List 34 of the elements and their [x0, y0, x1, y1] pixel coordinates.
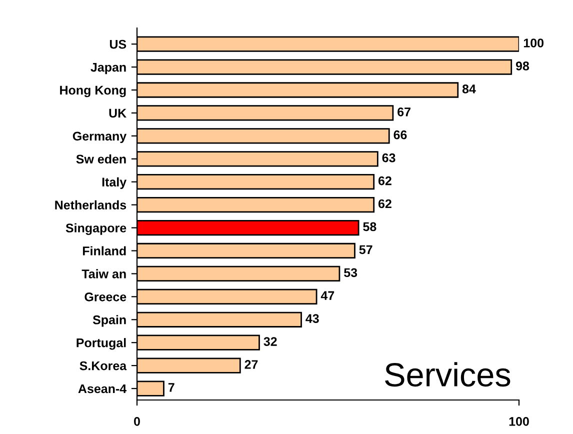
y-tick-label: Sw eden	[76, 154, 126, 164]
y-tick-label: Hong Kong	[60, 86, 126, 98]
y-tick-label: Finland	[82, 246, 126, 256]
data-label: 53	[344, 268, 358, 278]
y-tick-label: US	[110, 40, 126, 49]
y-tick-label: Asean-4	[78, 384, 127, 394]
data-label: 7	[168, 383, 174, 392]
data-label: 57	[359, 245, 372, 254]
y-tick-label: Italy	[102, 177, 127, 189]
data-label: 58	[363, 222, 376, 232]
y-tick-label: Spain	[92, 315, 126, 327]
y-tick-label: S.Korea	[80, 361, 127, 370]
data-label: 84	[462, 84, 476, 94]
data-label: 66	[394, 130, 407, 140]
y-tick-label: Singapore	[66, 223, 126, 235]
y-tick-label: Netherlands	[55, 200, 126, 210]
y-tick-label: Taiw an	[82, 269, 126, 278]
y-tick-label: Japan	[90, 62, 126, 74]
y-tick-label: Germany	[72, 132, 127, 144]
y-tick-label: UK	[109, 108, 126, 118]
data-label: 27	[244, 360, 258, 369]
y-tick-label: Portugal	[76, 338, 126, 350]
data-label: 62	[378, 176, 392, 186]
data-label: 32	[264, 337, 277, 346]
data-label: 67	[398, 107, 410, 116]
y-tick-label: Greece	[84, 292, 126, 302]
data-label: 43	[306, 314, 319, 324]
data-label: 47	[320, 291, 334, 300]
data-label: 63	[382, 153, 396, 162]
annotation: Services	[385, 362, 510, 387]
data-label: 100	[524, 38, 544, 48]
x-tick-label: 0	[134, 416, 140, 426]
data-label: 62	[378, 199, 392, 208]
data-label: 98	[516, 62, 530, 70]
